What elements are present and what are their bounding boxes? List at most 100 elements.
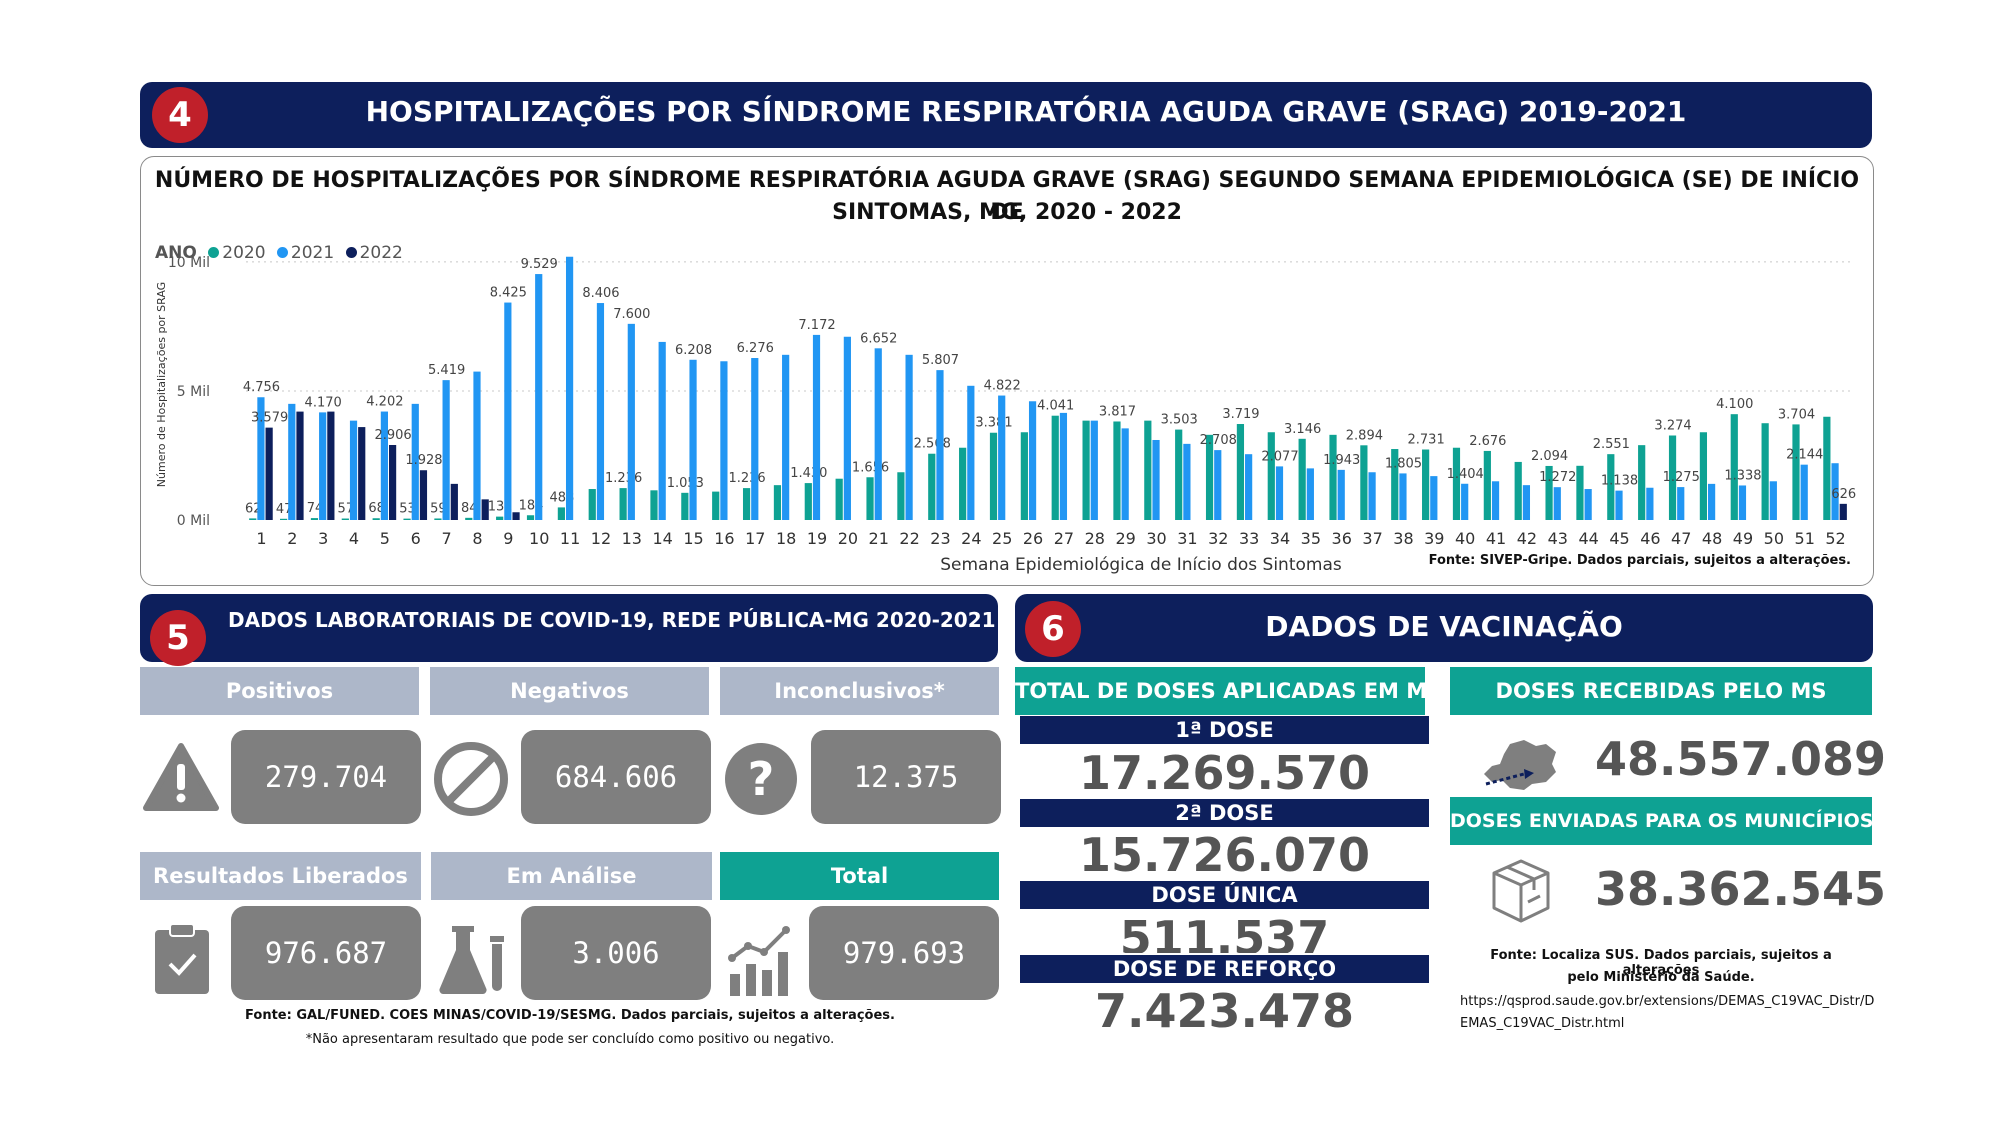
bar-2021-se29 bbox=[1121, 428, 1129, 520]
em-analise-value: 3.006 bbox=[521, 906, 711, 1000]
bar-2021-se7 bbox=[442, 380, 450, 520]
data-label-2020-se21: 1.656 bbox=[852, 460, 889, 475]
data-label-2021-se19: 7.172 bbox=[798, 318, 835, 333]
data-label-2021-se10: 9.529 bbox=[521, 257, 558, 272]
section6-url-line2[interactable]: EMAS_C19VAC_Distr.html bbox=[1460, 1016, 1625, 1031]
bar-2020-se17 bbox=[742, 488, 751, 520]
bar-2020-se22 bbox=[897, 472, 905, 520]
bar-2020-se37 bbox=[1360, 445, 1368, 520]
data-label-2021-se49: 1.338 bbox=[1724, 468, 1761, 483]
x-tick-label: 36 bbox=[1332, 529, 1352, 548]
x-tick-label: 18 bbox=[776, 529, 796, 548]
bar-2020-se20 bbox=[835, 478, 843, 520]
data-label-2021-se12: 8.406 bbox=[582, 286, 619, 301]
x-tick-label: 40 bbox=[1455, 529, 1475, 548]
data-label-2021-se43: 1.272 bbox=[1539, 470, 1576, 485]
bar-2021-se10 bbox=[535, 274, 543, 520]
data-label-2020-se35: 3.146 bbox=[1284, 422, 1321, 437]
data-label-2021-se1: 4.756 bbox=[243, 380, 280, 395]
bar-2021-se28 bbox=[1090, 420, 1098, 520]
doses-recebidas-label: DOSES RECEBIDAS PELO MS bbox=[1450, 667, 1872, 715]
total-value: 979.693 bbox=[809, 906, 999, 1000]
x-tick-label: 20 bbox=[838, 529, 858, 548]
x-tick-label: 23 bbox=[930, 529, 950, 548]
bar-2020-se2 bbox=[279, 518, 288, 520]
data-label-2021-se9: 8.425 bbox=[490, 286, 527, 301]
data-label-2021-se21: 6.652 bbox=[860, 331, 897, 346]
bar-2021-se50 bbox=[1769, 481, 1777, 520]
bar-2020-se29 bbox=[1113, 421, 1121, 520]
bar-2020-se47 bbox=[1668, 435, 1677, 520]
clipboard-check-icon bbox=[155, 923, 209, 994]
bar-2021-se2 bbox=[288, 403, 296, 520]
x-tick-label: 30 bbox=[1146, 529, 1166, 548]
data-label-2021-se47: 1.275 bbox=[1663, 470, 1700, 485]
bar-2020-se26 bbox=[1020, 432, 1028, 520]
bar-2021-se38 bbox=[1399, 473, 1407, 520]
bar-2020-se32 bbox=[1205, 434, 1214, 520]
legend-title: ANO bbox=[155, 243, 197, 263]
x-tick-label: 25 bbox=[992, 529, 1012, 548]
bar-2021-se48 bbox=[1708, 483, 1716, 520]
x-tick-label: 3 bbox=[318, 529, 328, 548]
data-label-2021-se5: 4.202 bbox=[366, 395, 403, 410]
bar-2021-se35 bbox=[1306, 468, 1314, 520]
data-label-2022-se1: 3.579 bbox=[251, 411, 288, 426]
bar-2021-se51 bbox=[1800, 464, 1808, 520]
data-label-2020-se41: 2.676 bbox=[1469, 434, 1506, 449]
resultados-liberados-label: Resultados Liberados bbox=[140, 852, 421, 900]
data-label-2022-se5: 2.906 bbox=[374, 428, 411, 443]
section6-url-line1[interactable]: https://qsprod.saude.gov.br/extensions/D… bbox=[1460, 994, 1875, 1009]
bar-2020-se4 bbox=[341, 518, 349, 520]
bar-2022-se9 bbox=[512, 512, 520, 520]
x-tick-label: 51 bbox=[1795, 529, 1815, 548]
bar-2021-se16 bbox=[720, 361, 728, 520]
bar-2020-se35 bbox=[1298, 438, 1306, 520]
data-label-2020-se45: 2.551 bbox=[1593, 437, 1630, 452]
total-label: Total bbox=[720, 852, 999, 900]
bar-2021-se31 bbox=[1183, 443, 1191, 520]
chart-source: Fonte: SIVEP-Gripe. Dados parciais, suje… bbox=[1428, 553, 1851, 568]
x-tick-label: 4 bbox=[349, 529, 359, 548]
x-tick-label: 31 bbox=[1177, 529, 1197, 548]
bar-2020-se45 bbox=[1607, 454, 1615, 520]
data-label-2020-se15: 1.053 bbox=[667, 476, 704, 491]
x-tick-label: 21 bbox=[869, 529, 889, 548]
bar-2020-se5 bbox=[372, 518, 380, 520]
data-label-2021-se38: 1.805 bbox=[1385, 456, 1422, 471]
bar-2021-se39 bbox=[1430, 476, 1438, 520]
bar-2021-se49 bbox=[1738, 485, 1747, 520]
bar-2020-se28 bbox=[1082, 420, 1090, 520]
bar-2022-se1 bbox=[265, 427, 273, 520]
bar-2021-se52 bbox=[1831, 463, 1839, 520]
bar-2021-se40 bbox=[1461, 483, 1469, 520]
doses-enviadas-value: 38.362.545 bbox=[1595, 862, 1887, 916]
bar-2022-se8 bbox=[481, 499, 489, 520]
bar-2022-se5 bbox=[388, 444, 397, 520]
question-icon: ? bbox=[725, 743, 797, 815]
x-tick-label: 17 bbox=[745, 529, 765, 548]
data-label-2020-se49: 4.100 bbox=[1716, 397, 1753, 412]
data-label-2020-se29: 3.817 bbox=[1099, 404, 1136, 419]
bar-2021-se42 bbox=[1522, 485, 1531, 520]
data-label-2021-se23: 5.807 bbox=[922, 353, 959, 368]
legend-2021-label: 2021 bbox=[290, 243, 335, 263]
x-tick-label: 16 bbox=[714, 529, 734, 548]
section4-badge: 4 bbox=[152, 87, 208, 143]
bar-2021-se34 bbox=[1275, 466, 1284, 520]
positivos-label: Positivos bbox=[140, 667, 419, 715]
dose-unica-label: DOSE ÚNICA bbox=[1020, 881, 1429, 909]
mg-map-icon bbox=[1484, 740, 1556, 790]
bar-2021-se45 bbox=[1615, 490, 1623, 520]
x-tick-label: 34 bbox=[1270, 529, 1290, 548]
data-label-2021-se45: 1.138 bbox=[1601, 474, 1638, 489]
bar-2020-se31 bbox=[1175, 429, 1183, 520]
total-doses-label: TOTAL DE DOSES APLICADAS EM MG bbox=[1015, 667, 1444, 715]
x-tick-label: 1 bbox=[256, 529, 266, 548]
legend-2022-swatch bbox=[345, 247, 357, 258]
inconclusivos-value: 12.375 bbox=[811, 730, 1001, 824]
package-box-icon bbox=[1492, 859, 1550, 923]
data-label-2020-se43: 2.094 bbox=[1531, 449, 1568, 464]
bar-2020-se10 bbox=[526, 515, 535, 520]
dose-reforco-value: 7.423.478 bbox=[1095, 984, 1354, 1038]
